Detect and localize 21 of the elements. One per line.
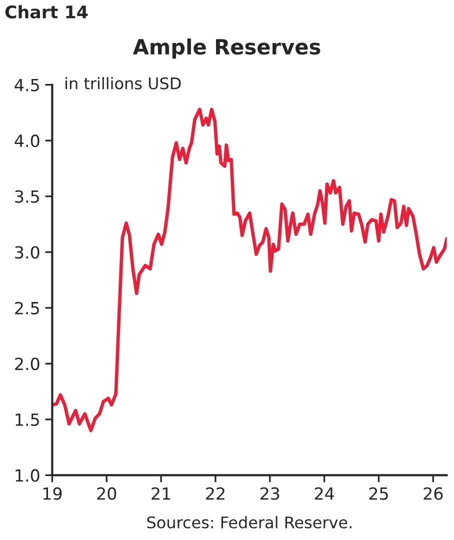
- x-tick-label: 25: [369, 487, 388, 500]
- caption: Chart 14: [5, 5, 88, 19]
- y-tick-label: 1.5: [16, 414, 39, 426]
- source-note: Sources: Federal Reserve.: [147, 516, 352, 528]
- x-tick-label: 21: [152, 487, 170, 500]
- y-tick-label: 3.5: [15, 190, 39, 203]
- y-tick-label: 4.5: [14, 78, 39, 92]
- y-tick-label: 2.0: [15, 358, 40, 370]
- y-tick-label: 4.0: [14, 134, 40, 148]
- y-tick-label: 2.5: [15, 302, 39, 314]
- x-tick-label: 20: [97, 487, 116, 500]
- line-series: [52, 108, 447, 432]
- y-axis-title: in trillions USD: [66, 77, 181, 90]
- y-tick-label: 1.0: [16, 469, 40, 482]
- x-tick-label: 19: [43, 487, 62, 500]
- y-tick-label: 3.0: [15, 246, 40, 259]
- x-tick-label: 23: [260, 487, 280, 500]
- x-tick-label: 22: [206, 487, 224, 500]
- x-tick-label: 24: [314, 487, 334, 500]
- chart-title: Ample Reserves: [132, 38, 320, 59]
- x-tick-label: 26: [424, 487, 443, 500]
